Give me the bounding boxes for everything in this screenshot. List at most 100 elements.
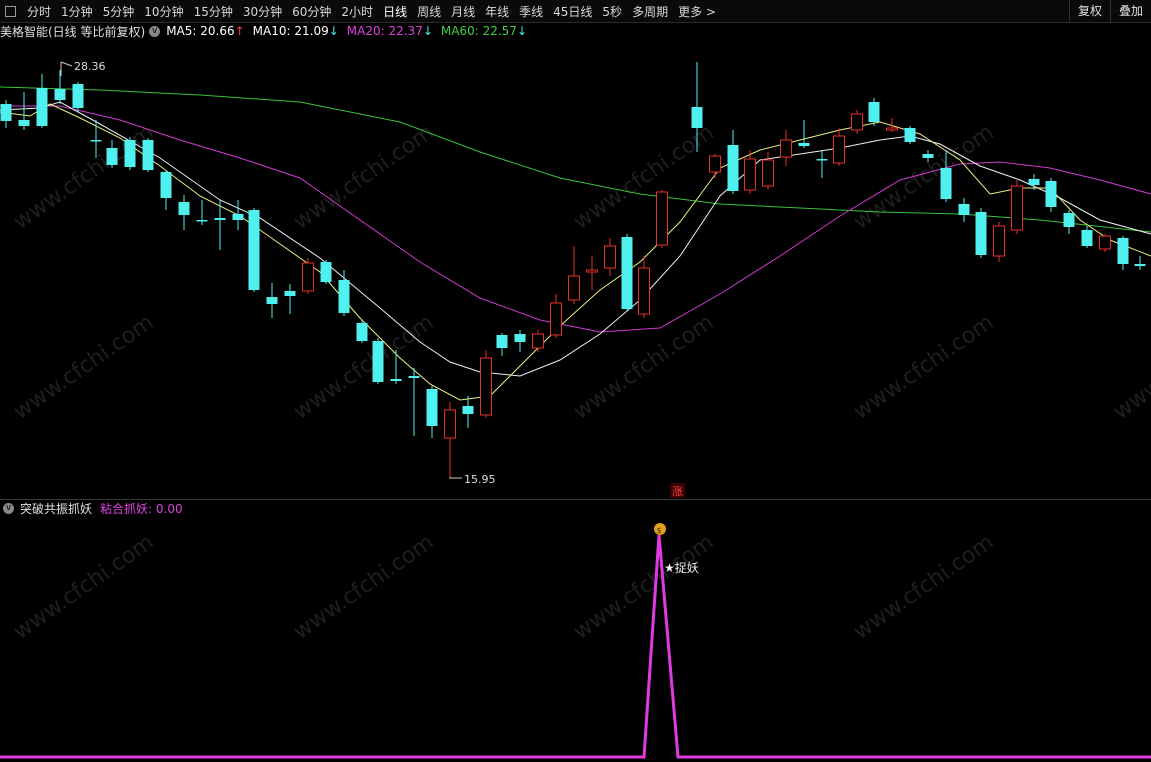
coin-symbol: $ [657, 526, 662, 535]
candle-25 [444, 402, 456, 478]
candle-57 [1028, 174, 1040, 190]
ma-legend-item-1: MA10: 21.09↓ [252, 24, 339, 38]
watermark-text-0: www.cfchi.com [9, 120, 158, 235]
candle-36 [638, 256, 650, 318]
candle-28 [496, 333, 508, 356]
candle-49 [886, 118, 898, 132]
candle-50 [904, 126, 916, 144]
watermark-text-10: www.cfchi.com [569, 530, 718, 645]
ma-legend-item-0: MA5: 20.66↑ [166, 24, 245, 38]
period-tab-3[interactable]: 10分钟 [144, 4, 184, 19]
candle-38 [691, 62, 703, 152]
candle-53 [958, 198, 970, 222]
period-tab-6[interactable]: 60分钟 [292, 4, 332, 19]
settings-circle-icon[interactable]: v [149, 25, 161, 37]
candle-8 [142, 138, 154, 172]
period-tab-13[interactable]: 45日线 [553, 4, 593, 19]
candle-52 [940, 150, 952, 202]
period-tab-10[interactable]: 月线 [451, 4, 476, 19]
watermark-text-11: www.cfchi.com [849, 530, 998, 645]
ma-legend-item-3: MA60: 22.57↓ [440, 24, 527, 38]
watermark-text-4: www.cfchi.com [9, 310, 158, 425]
candle-35 [621, 234, 633, 312]
watermark-text-12: www.cfchi.com [1109, 310, 1151, 425]
candle-24 [426, 386, 438, 438]
watermark-layer: www.cfchi.com www.cfchi.com www.cfchi.com w… [9, 120, 1151, 645]
candle-26 [462, 396, 474, 428]
high-price-label: 28.36 [74, 60, 106, 73]
period-tab-9[interactable]: 周线 [417, 4, 442, 19]
candle-33 [586, 256, 598, 290]
ma-legend: MA5: 20.66↑ MA10: 21.09↓ MA20: 22.37↓ MA60:… [166, 24, 535, 38]
fuquan-button[interactable]: 复权 [1068, 0, 1110, 22]
watermark-text-2: www.cfchi.com [569, 120, 718, 235]
indicator-info-bar: v 突破共振抓妖 粘合抓妖: 0.00 [0, 500, 183, 516]
candle-41 [744, 150, 756, 194]
toolbar-right: 复权 叠加 [1068, 0, 1151, 22]
candle-10 [178, 195, 190, 230]
candle-51 [922, 150, 934, 162]
candle-3 [54, 70, 66, 104]
period-tabs: 分时 1分钟 5分钟 10分钟 15分钟 30分钟 60分钟 2小时 日线 周线 月线 年线 季线 45日… [22, 3, 721, 20]
signal-label: ★捉妖 [664, 560, 699, 575]
low-marker: 15.95 [449, 473, 496, 486]
candle-17 [302, 258, 314, 294]
low-price-label: 15.95 [464, 473, 496, 486]
period-tab-2[interactable]: 5分钟 [102, 4, 135, 19]
candle-30 [532, 330, 544, 352]
period-tab-5[interactable]: 30分钟 [242, 4, 283, 19]
period-tab-0[interactable]: 分时 [27, 4, 52, 19]
candle-5 [90, 120, 102, 158]
candle-44 [798, 120, 810, 148]
period-tab-15[interactable]: 多周期 [632, 4, 669, 19]
candle-60 [1081, 226, 1093, 248]
candle-43 [780, 130, 792, 166]
candle-2 [36, 74, 48, 128]
candle-62 [1117, 236, 1129, 270]
ma-trend-arrow: ↑ [234, 24, 245, 38]
zhang-badge: 涨 [670, 483, 685, 498]
ma10-line [0, 101, 1151, 377]
ma-legend-item-2: MA20: 22.37↓ [346, 24, 433, 38]
candle-56 [1011, 180, 1023, 234]
candle-16 [284, 284, 296, 314]
period-tab-4[interactable]: 15分钟 [193, 4, 233, 19]
indicator-settings-icon[interactable]: v [3, 502, 14, 514]
main-info-bar: 美格智能(日线 等比前复权) v MA5: 20.66↑ MA10: 21.09↓… [0, 22, 1151, 40]
candle-0 [0, 100, 12, 128]
candle-1 [18, 92, 30, 130]
candle-42 [762, 152, 774, 190]
panel-separator [0, 499, 1151, 500]
period-tab-14[interactable]: 5秒 [602, 4, 623, 19]
candle-46 [833, 128, 845, 166]
candle-12 [214, 200, 226, 250]
period-tab-11[interactable]: 年线 [485, 4, 510, 19]
candle-7 [124, 137, 136, 170]
candle-54 [975, 208, 987, 258]
candle-55 [993, 222, 1005, 262]
candle-48 [868, 98, 880, 126]
period-tab-1[interactable]: 1分钟 [61, 4, 93, 19]
toolbar-toggle-icon[interactable] [5, 5, 16, 17]
overlay-button[interactable]: 叠加 [1109, 0, 1151, 22]
period-tab-16[interactable]: 更多 > [678, 4, 716, 19]
ma60-line [0, 86, 1151, 233]
indicator-line-label: 粘合抓妖: 0.00 [100, 501, 183, 516]
candle-15 [266, 283, 278, 318]
candle-21 [372, 338, 384, 384]
watermark-text-7: www.cfchi.com [849, 310, 998, 425]
candle-47 [851, 110, 863, 134]
indicator-name: 突破共振抓妖 [20, 501, 93, 516]
period-tab-7[interactable]: 2小时 [341, 4, 374, 19]
candle-45 [816, 150, 828, 178]
zhang-badge-text: 涨 [672, 485, 683, 498]
candle-40 [727, 130, 739, 194]
period-tab-8[interactable]: 日线 [383, 4, 408, 19]
period-tab-12[interactable]: 季线 [519, 4, 544, 19]
indicator-line [0, 534, 1151, 759]
candle-61 [1099, 234, 1111, 252]
candlesticks [0, 62, 1146, 478]
high-marker: 28.36 [60, 60, 106, 76]
period-toolbar: 分时 1分钟 5分钟 10分钟 15分钟 30分钟 60分钟 2小时 日线 周线 月线 年线 季线 45日… [0, 0, 1151, 23]
